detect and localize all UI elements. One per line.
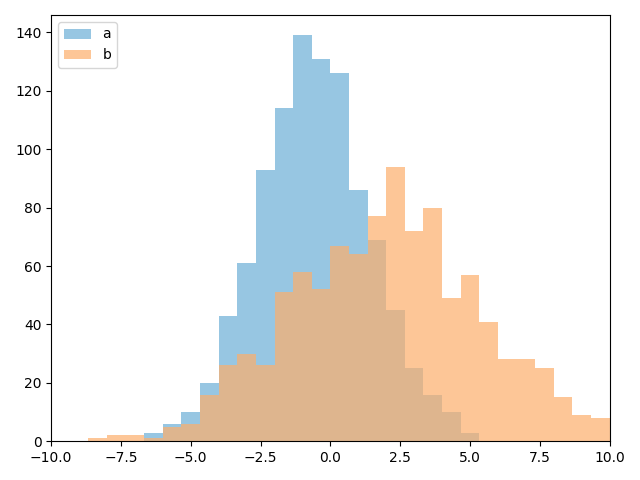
Bar (256, 169, 275, 441)
Bar (424, 395, 442, 441)
Bar (312, 59, 330, 441)
Bar (200, 383, 219, 441)
Bar (88, 438, 107, 441)
Bar (330, 246, 349, 441)
Bar (535, 368, 554, 441)
Bar (219, 365, 237, 441)
Bar (312, 289, 330, 441)
Bar (256, 365, 275, 441)
Bar (237, 263, 256, 441)
Bar (479, 322, 498, 441)
Bar (498, 360, 516, 441)
Bar (386, 167, 405, 441)
Bar (293, 272, 312, 441)
Bar (275, 108, 293, 441)
Bar (349, 190, 367, 441)
Bar (144, 432, 163, 441)
Bar (442, 412, 461, 441)
Legend: a, b: a, b (58, 22, 117, 68)
Bar (293, 36, 312, 441)
Bar (107, 435, 125, 441)
Bar (163, 427, 181, 441)
Bar (275, 292, 293, 441)
Bar (461, 432, 479, 441)
Bar (181, 412, 200, 441)
Bar (405, 231, 424, 441)
Bar (349, 254, 367, 441)
Bar (367, 216, 386, 441)
Bar (554, 397, 572, 441)
Bar (442, 298, 461, 441)
Bar (163, 424, 181, 441)
Bar (144, 438, 163, 441)
Bar (591, 418, 610, 441)
Bar (516, 360, 535, 441)
Bar (200, 395, 219, 441)
Bar (405, 368, 424, 441)
Bar (572, 415, 591, 441)
Bar (330, 73, 349, 441)
Bar (125, 435, 144, 441)
Bar (367, 240, 386, 441)
Bar (181, 424, 200, 441)
Bar (386, 310, 405, 441)
Bar (219, 316, 237, 441)
Bar (424, 208, 442, 441)
Bar (237, 354, 256, 441)
Bar (461, 275, 479, 441)
